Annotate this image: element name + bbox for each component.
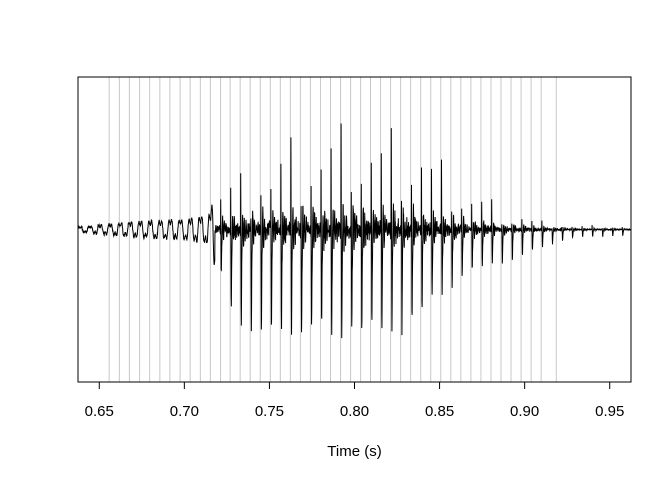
x-tick-label-1: 0.70	[170, 403, 199, 420]
x-tick-label-6: 0.95	[595, 403, 624, 420]
waveform-series	[77, 123, 632, 339]
x-tick-label-2: 0.75	[255, 403, 284, 420]
x-tick-label-5: 0.90	[510, 403, 539, 420]
x-tick-label-3: 0.80	[340, 403, 369, 420]
x-axis-title: Time (s)	[327, 443, 381, 460]
x-tick-label-4: 0.85	[425, 403, 454, 420]
x-tick-label-0: 0.65	[85, 403, 114, 420]
x-axis: 0.65 0.70 0.75 0.80 0.85 0.90 0.95	[85, 382, 624, 420]
